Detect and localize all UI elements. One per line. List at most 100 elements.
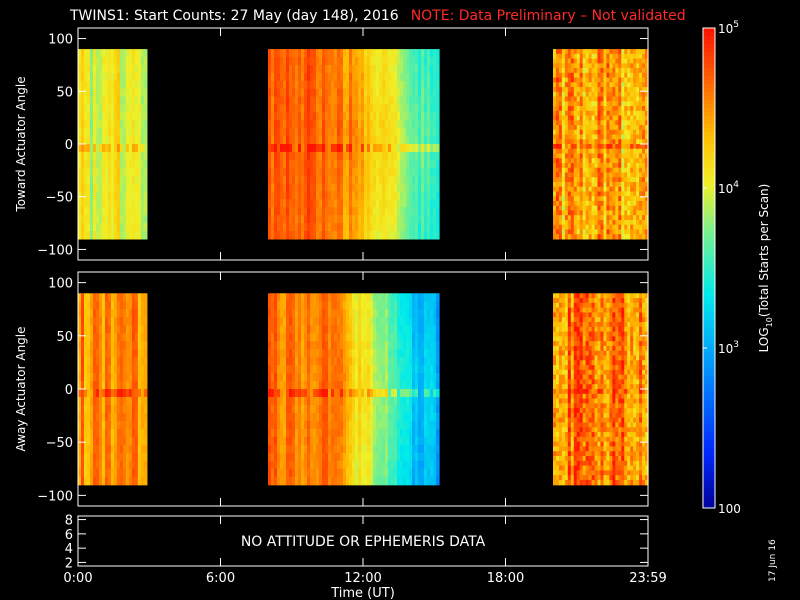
- heatmap-cell: [594, 96, 599, 102]
- heatmap-cell: [101, 404, 106, 414]
- heatmap-cell: [597, 234, 602, 240]
- heatmap-cell: [292, 293, 296, 302]
- heatmap-cell: [298, 128, 302, 137]
- heatmap-cell: [582, 153, 587, 159]
- heatmap-cell: [280, 444, 284, 454]
- heatmap-cell: [89, 88, 94, 98]
- heatmap-cell: [101, 396, 106, 406]
- heatmap-cell: [346, 396, 350, 406]
- heatmap-cell: [582, 144, 587, 150]
- heatmap-cell: [271, 301, 275, 310]
- heatmap-cell: [110, 468, 115, 478]
- heatmap-cell: [609, 162, 613, 169]
- heatmap-cell: [418, 112, 422, 121]
- heatmap-cell: [86, 151, 91, 161]
- heatmap-cell: [373, 428, 377, 438]
- heatmap-cell: [89, 420, 94, 430]
- heatmap-cell: [573, 200, 578, 207]
- heatmap-cell: [137, 112, 142, 121]
- heatmap-cell: [388, 80, 392, 90]
- heatmap-cell: [274, 136, 278, 145]
- heatmap-cell: [367, 444, 371, 454]
- heatmap-cell: [391, 175, 395, 185]
- heatmap-cell: [352, 389, 356, 398]
- heatmap-cell: [364, 341, 368, 350]
- heatmap-cell: [615, 234, 619, 240]
- heatmap-cell: [594, 134, 599, 140]
- heatmap-cell: [385, 72, 389, 82]
- heatmap-cell: [140, 404, 145, 414]
- heatmap-cell: [412, 293, 416, 302]
- heatmap-cell: [110, 325, 115, 334]
- heatmap-cell: [415, 309, 419, 318]
- heatmap-cell: [553, 63, 557, 69]
- heatmap-cell: [352, 317, 356, 326]
- heatmap-cell: [409, 309, 413, 318]
- heatmap-cell: [394, 412, 398, 422]
- heatmap-cell: [301, 144, 305, 153]
- heatmap-cell: [134, 436, 139, 446]
- heatmap-cell: [322, 309, 326, 318]
- heatmap-cell: [385, 64, 389, 74]
- heatmap-cell: [128, 159, 133, 169]
- heatmap-cell: [567, 158, 572, 164]
- heatmap-cell: [370, 468, 374, 478]
- heatmap-cell: [588, 139, 593, 145]
- heatmap-cell: [295, 349, 299, 358]
- heatmap-cell: [134, 64, 139, 74]
- heatmap-cell: [597, 53, 602, 60]
- heatmap-cell: [101, 199, 106, 208]
- heatmap-cell: [606, 229, 611, 235]
- heatmap-cell: [274, 301, 278, 310]
- heatmap-cell: [639, 200, 643, 207]
- heatmap-cell: [558, 96, 563, 102]
- heatmap-cell: [104, 381, 109, 390]
- heatmap-cell: [331, 301, 335, 310]
- heatmap-cell: [298, 349, 302, 358]
- heatmap-cell: [137, 151, 142, 161]
- heatmap-cell: [555, 91, 560, 98]
- heatmap-cell: [89, 365, 94, 374]
- heatmap-cell: [615, 77, 619, 83]
- heatmap-cell: [433, 88, 437, 98]
- heatmap-cell: [639, 125, 643, 131]
- heatmap-cell: [92, 207, 97, 216]
- heatmap-cell: [579, 234, 584, 240]
- heatmap-cell: [343, 317, 347, 326]
- heatmap-cell: [579, 196, 584, 202]
- heatmap-cell: [140, 325, 145, 334]
- heatmap-cell: [101, 381, 106, 390]
- heatmap-cell: [322, 452, 326, 462]
- heatmap-cell: [92, 223, 97, 232]
- heatmap-cell: [367, 80, 371, 90]
- heatmap-cell: [364, 175, 368, 185]
- heatmap-cell: [319, 389, 323, 398]
- heatmap-cell: [78, 396, 82, 406]
- heatmap-cell: [424, 167, 428, 177]
- heatmap-cell: [319, 57, 323, 66]
- heatmap-cell: [328, 317, 332, 326]
- heatmap-cell: [427, 207, 431, 216]
- heatmap-cell: [86, 80, 91, 90]
- heatmap-cell: [110, 317, 115, 326]
- heatmap-cell: [553, 172, 557, 178]
- heatmap-cell: [576, 172, 581, 178]
- heatmap-cell: [346, 301, 350, 310]
- heatmap-cell: [140, 381, 145, 390]
- heatmap-cell: [328, 120, 332, 129]
- heatmap-cell: [280, 167, 284, 177]
- heatmap-cell: [298, 112, 302, 121]
- heatmap-cell: [113, 128, 118, 137]
- heatmap-cell: [328, 151, 332, 161]
- heatmap-cell: [558, 148, 563, 155]
- heatmap-cell: [382, 64, 386, 74]
- heatmap-cell: [86, 325, 91, 334]
- heatmap-cell: [292, 373, 296, 382]
- heatmap-cell: [325, 183, 329, 193]
- heatmap-cell: [131, 412, 136, 422]
- heatmap-cell: [582, 229, 587, 235]
- heatmap-cell: [95, 96, 100, 106]
- heatmap-cell: [328, 183, 332, 193]
- heatmap-cell: [95, 365, 100, 374]
- heatmap-cell: [376, 309, 380, 318]
